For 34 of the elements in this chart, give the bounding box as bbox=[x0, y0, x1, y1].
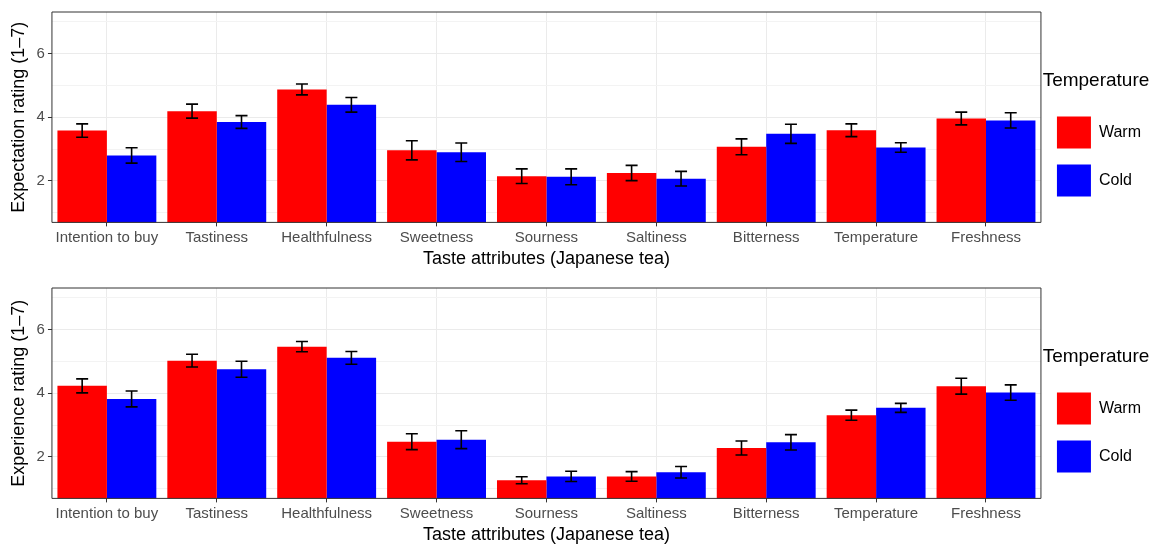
y-axis-title: Expectation rating (1–7) bbox=[7, 21, 28, 213]
y-tick-label: 4 bbox=[36, 107, 45, 125]
legend-label: Cold bbox=[1098, 446, 1132, 464]
legend-title: Temperature bbox=[1042, 345, 1150, 367]
x-tick-label: Sweetness bbox=[399, 503, 474, 521]
legend-title: Temperature bbox=[1042, 69, 1150, 91]
legend-label: Cold bbox=[1098, 170, 1132, 188]
x-tick-label: Healthfulness bbox=[281, 227, 373, 245]
y-tick-label: 2 bbox=[36, 447, 45, 465]
x-tick-label: Saltiness bbox=[625, 227, 687, 245]
x-tick-label: Bitterness bbox=[732, 503, 800, 521]
x-axis-title: Taste attributes (Japanese tea) bbox=[422, 248, 671, 269]
x-tick-label: Freshness bbox=[950, 227, 1022, 245]
y-tick-label: 4 bbox=[36, 383, 45, 401]
y-tick-label: 6 bbox=[36, 319, 45, 337]
x-tick-label: Intention to buy bbox=[55, 503, 159, 521]
x-axis-title: Taste attributes (Japanese tea) bbox=[422, 524, 671, 545]
x-tick-label: Saltiness bbox=[625, 503, 687, 521]
x-tick-label: Intention to buy bbox=[55, 227, 159, 245]
y-tick-label: 6 bbox=[36, 43, 45, 61]
x-tick-label: Sourness bbox=[514, 227, 579, 245]
x-tick-label: Bitterness bbox=[732, 227, 800, 245]
x-tick-label: Tastiness bbox=[185, 227, 249, 245]
x-tick-label: Temperature bbox=[834, 227, 919, 245]
x-tick-label: Temperature bbox=[834, 503, 919, 521]
legend-label: Warm bbox=[1098, 398, 1141, 416]
x-tick-label: Freshness bbox=[950, 503, 1022, 521]
x-tick-label: Healthfulness bbox=[281, 503, 373, 521]
y-axis-title: Experience rating (1–7) bbox=[7, 299, 28, 487]
y-tick-label: 2 bbox=[36, 171, 45, 189]
x-tick-label: Sweetness bbox=[399, 227, 474, 245]
x-tick-label: Sourness bbox=[514, 503, 579, 521]
x-tick-label: Tastiness bbox=[185, 503, 249, 521]
legend-label: Warm bbox=[1098, 122, 1141, 140]
